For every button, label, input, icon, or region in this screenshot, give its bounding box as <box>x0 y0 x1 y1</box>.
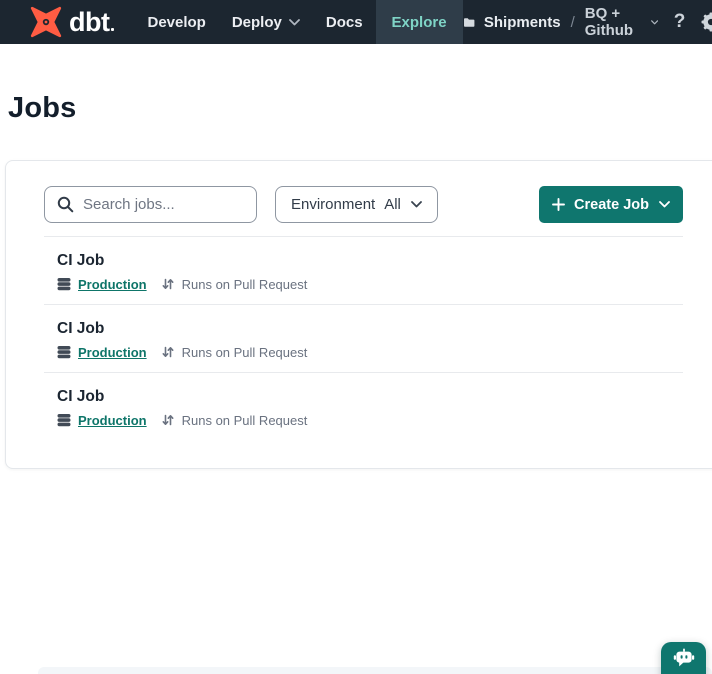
chevron-down-icon <box>288 18 300 25</box>
job-row[interactable]: CI Job Production Runs on Pull Request <box>44 304 683 372</box>
job-title[interactable]: CI Job <box>57 388 105 405</box>
chevron-down-icon <box>659 201 670 208</box>
job-trigger: Runs on Pull Request <box>181 344 308 360</box>
job-meta: Production Runs on Pull Request <box>57 344 683 360</box>
chevron-down-icon <box>410 201 422 208</box>
nav-item-develop[interactable]: Develop <box>147 13 206 31</box>
chatbot-button[interactable] <box>661 642 706 674</box>
environment-switcher[interactable]: BQ + Github <box>585 5 658 39</box>
create-job-button[interactable]: Create Job <box>539 186 683 223</box>
chevron-down-icon <box>650 19 658 24</box>
environment-filter-label: Environment <box>291 196 376 213</box>
job-title[interactable]: CI Job <box>57 320 105 337</box>
pull-request-icon <box>161 277 175 291</box>
database-icon <box>57 345 71 359</box>
project-switcher[interactable]: Shipments / BQ + Github <box>463 5 658 39</box>
pull-request-icon <box>161 413 175 427</box>
folder-icon <box>463 17 474 27</box>
job-row[interactable]: CI Job Production Runs on Pull Request <box>44 236 683 304</box>
job-trigger: Runs on Pull Request <box>181 276 308 292</box>
pull-request-icon <box>161 345 175 359</box>
gear-icon <box>701 12 712 32</box>
nav-item-deploy[interactable]: Deploy <box>219 0 313 44</box>
environment-filter[interactable]: Environment All <box>275 186 438 223</box>
jobs-list: CI Job Production Runs on Pull Request C… <box>44 236 683 440</box>
chatbot-icon <box>673 648 694 667</box>
job-environment-link[interactable]: Production <box>78 276 147 292</box>
job-title[interactable]: CI Job <box>57 252 105 269</box>
environment-filter-value: All <box>384 196 401 213</box>
help-icon[interactable]: ? <box>673 11 686 32</box>
job-environment-link[interactable]: Production <box>78 344 147 360</box>
nav-item-docs[interactable]: Docs <box>325 13 363 31</box>
job-row[interactable]: CI Job Production Runs on Pull Request <box>44 372 683 440</box>
settings-button[interactable] <box>701 12 712 32</box>
top-navbar: dbt Develop Deploy Docs Explore Shipment… <box>0 0 712 44</box>
search-icon <box>57 196 74 213</box>
job-trigger: Runs on Pull Request <box>181 412 308 428</box>
nav-right-cluster: Shipments / BQ + Github ? <box>463 5 712 39</box>
project-name[interactable]: Shipments <box>483 13 561 31</box>
page-title: Jobs <box>8 92 77 124</box>
dbt-logo[interactable]: dbt <box>0 5 115 39</box>
search-input[interactable] <box>83 196 246 213</box>
jobs-card: Environment All Create Job CI Job <box>5 160 712 469</box>
dbt-logo-icon <box>30 6 62 38</box>
dbt-logo-text: dbt <box>69 7 110 37</box>
jobs-toolbar: Environment All Create Job <box>44 186 683 223</box>
nav-menu: Develop Deploy Docs Explore <box>134 0 463 44</box>
database-icon <box>57 277 71 291</box>
nav-item-explore[interactable]: Explore <box>375 0 463 44</box>
dbt-trademark-dot <box>111 28 115 31</box>
job-meta: Production Runs on Pull Request <box>57 276 683 292</box>
job-environment-link[interactable]: Production <box>78 412 147 428</box>
job-meta: Production Runs on Pull Request <box>57 412 683 428</box>
next-card-edge <box>38 667 712 674</box>
database-icon <box>57 413 71 427</box>
breadcrumb-separator: / <box>570 13 575 31</box>
plus-icon <box>552 198 565 211</box>
search-box[interactable] <box>44 186 257 223</box>
create-job-label: Create Job <box>574 196 649 213</box>
